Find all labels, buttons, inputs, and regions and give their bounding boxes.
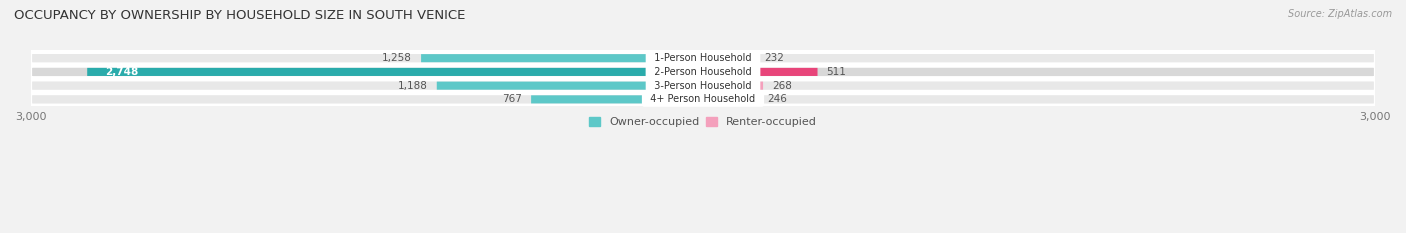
Text: 511: 511 xyxy=(827,67,846,77)
Text: 767: 767 xyxy=(502,94,522,104)
Legend: Owner-occupied, Renter-occupied: Owner-occupied, Renter-occupied xyxy=(585,113,821,132)
FancyBboxPatch shape xyxy=(31,53,1375,64)
FancyBboxPatch shape xyxy=(531,95,703,103)
Text: 4+ Person Household: 4+ Person Household xyxy=(644,94,762,104)
FancyBboxPatch shape xyxy=(31,94,1375,105)
FancyBboxPatch shape xyxy=(31,66,1375,78)
FancyBboxPatch shape xyxy=(31,80,1375,91)
FancyBboxPatch shape xyxy=(420,54,703,62)
Text: 3-Person Household: 3-Person Household xyxy=(648,81,758,91)
Text: 1,258: 1,258 xyxy=(382,53,412,63)
FancyBboxPatch shape xyxy=(437,82,703,90)
Text: 1,188: 1,188 xyxy=(398,81,427,91)
FancyBboxPatch shape xyxy=(703,54,755,62)
Text: OCCUPANCY BY OWNERSHIP BY HOUSEHOLD SIZE IN SOUTH VENICE: OCCUPANCY BY OWNERSHIP BY HOUSEHOLD SIZE… xyxy=(14,9,465,22)
FancyBboxPatch shape xyxy=(703,82,763,90)
FancyBboxPatch shape xyxy=(703,95,758,103)
FancyBboxPatch shape xyxy=(703,68,817,76)
Text: 1-Person Household: 1-Person Household xyxy=(648,53,758,63)
Text: 232: 232 xyxy=(763,53,783,63)
Text: 246: 246 xyxy=(768,94,787,104)
Text: 2-Person Household: 2-Person Household xyxy=(648,67,758,77)
FancyBboxPatch shape xyxy=(87,68,703,76)
Text: Source: ZipAtlas.com: Source: ZipAtlas.com xyxy=(1288,9,1392,19)
Text: 268: 268 xyxy=(772,81,792,91)
Text: 2,748: 2,748 xyxy=(105,67,138,77)
